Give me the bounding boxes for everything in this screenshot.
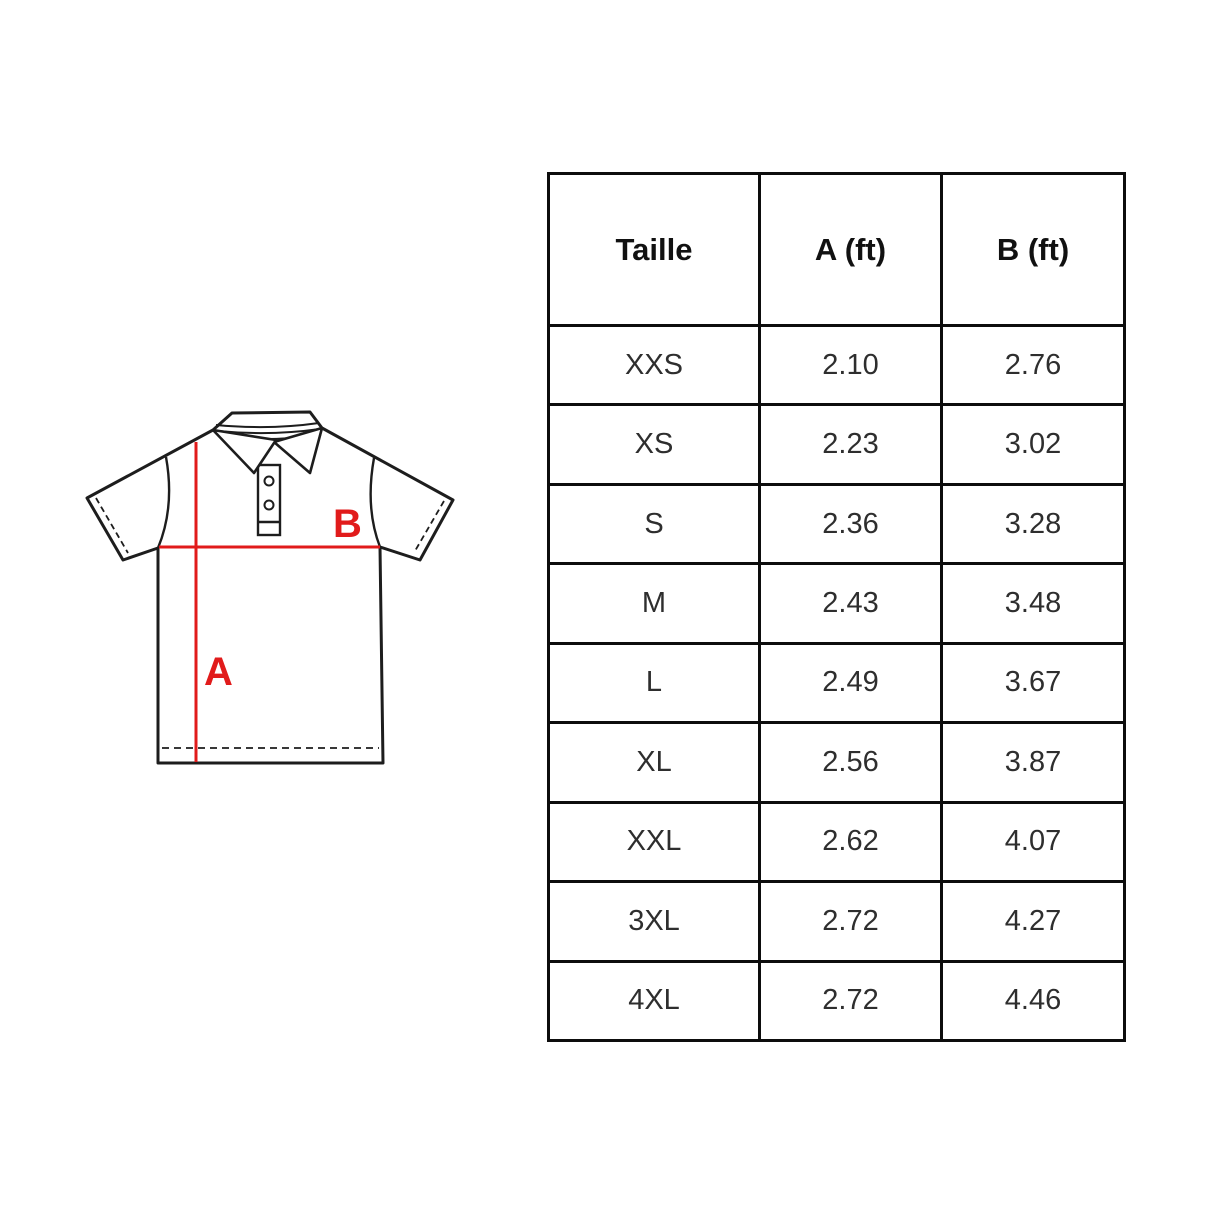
- left-sleeve-stitch-line: [95, 497, 129, 554]
- size-table: Taille A (ft) B (ft) XXS 2.10 2.76 XS 2.23 3.02…: [547, 172, 1126, 1042]
- measurement-cell: 3.02: [940, 403, 1126, 486]
- measure-label-b: B: [333, 502, 362, 546]
- size-table-row: 3XL 2.72 4.27: [547, 880, 1126, 963]
- measurement-cell: 4.07: [940, 800, 1126, 884]
- size-name-cell: XXL: [547, 800, 761, 884]
- size-table-header-cell: B (ft): [940, 172, 1126, 327]
- button-bottom: [263, 499, 275, 511]
- measurement-cell: 4.27: [940, 880, 1126, 963]
- measurement-cell: 4.46: [940, 959, 1126, 1042]
- measure-label-a: A: [204, 650, 233, 694]
- button-top: [263, 475, 275, 487]
- size-table-row: XS 2.23 3.02: [547, 403, 1126, 486]
- size-table-header-row: Taille A (ft) B (ft): [547, 172, 1126, 327]
- size-table-row: 4XL 2.72 4.46: [547, 959, 1126, 1042]
- measurement-cell: 2.72: [758, 959, 943, 1042]
- size-table-row: S 2.36 3.28: [547, 482, 1126, 566]
- measurement-cell: 2.36: [758, 482, 943, 566]
- size-table-row: XL 2.56 3.87: [547, 721, 1126, 804]
- size-name-cell: XXS: [547, 323, 761, 407]
- measurement-cell: 2.72: [758, 880, 943, 963]
- size-table-row: XXL 2.62 4.07: [547, 800, 1126, 884]
- measurement-cell: 3.87: [940, 721, 1126, 804]
- size-name-cell: 3XL: [547, 880, 761, 963]
- size-table-row: L 2.49 3.67: [547, 641, 1126, 725]
- measurement-cell: 2.62: [758, 800, 943, 884]
- right-armhole-seam: [369, 457, 382, 548]
- size-table-header-cell: A (ft): [758, 172, 943, 327]
- left-collar-flap: [211, 428, 278, 475]
- size-table-header-cell: Taille: [547, 172, 761, 327]
- measurement-cell: 2.76: [940, 323, 1126, 407]
- polo-shirt-diagram: A B: [85, 410, 455, 765]
- measurement-cell: 2.23: [758, 403, 943, 486]
- collar-band-line-1: [215, 422, 320, 429]
- size-table-row: XXS 2.10 2.76: [547, 323, 1126, 407]
- measurement-cell: 3.28: [940, 482, 1126, 566]
- measurement-cell: 3.48: [940, 562, 1126, 645]
- size-name-cell: S: [547, 482, 761, 566]
- size-table-row: M 2.43 3.48: [547, 562, 1126, 645]
- size-name-cell: 4XL: [547, 959, 761, 1042]
- size-name-cell: XL: [547, 721, 761, 804]
- measurement-cell: 3.67: [940, 641, 1126, 725]
- size-name-cell: L: [547, 641, 761, 725]
- measurement-cell: 2.49: [758, 641, 943, 725]
- size-name-cell: XS: [547, 403, 761, 486]
- measurement-cell: 2.56: [758, 721, 943, 804]
- size-table-body: XXS 2.10 2.76 XS 2.23 3.02 S 2.36 3.28 M 2.43 3.48 L…: [547, 323, 1126, 1042]
- size-name-cell: M: [547, 562, 761, 645]
- measurement-cell: 2.10: [758, 323, 943, 407]
- left-armhole-seam: [156, 456, 171, 549]
- measurement-cell: 2.43: [758, 562, 943, 645]
- right-collar-flap: [272, 426, 324, 475]
